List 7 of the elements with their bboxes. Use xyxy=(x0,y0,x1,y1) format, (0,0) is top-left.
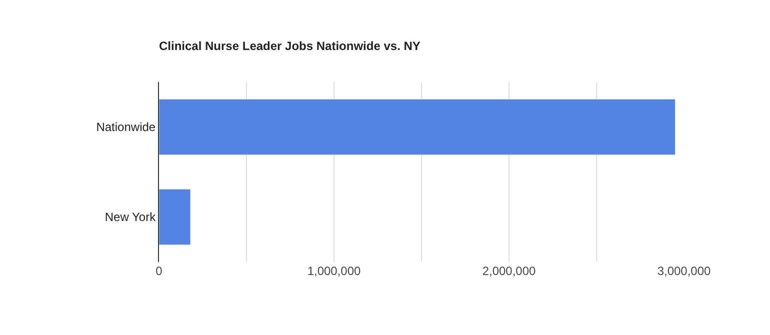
x-tick-label: 2,000,000 xyxy=(482,264,536,278)
chart-title: Clinical Nurse Leader Jobs Nationwide vs. NY xyxy=(159,39,420,54)
y-tick-label: Nationwide xyxy=(96,120,156,134)
y-tick-label: New York xyxy=(104,210,157,224)
x-tick-label: 0 xyxy=(156,264,163,278)
x-tick-label: 1,000,000 xyxy=(307,264,362,278)
x-tick-label: 3,000,000 xyxy=(657,264,712,278)
